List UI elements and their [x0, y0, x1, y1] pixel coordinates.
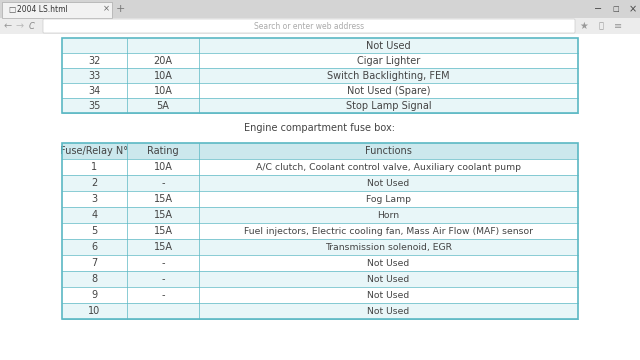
Text: 10A: 10A	[154, 162, 172, 172]
Text: 3: 3	[92, 194, 97, 204]
Text: 8: 8	[92, 274, 97, 284]
Bar	[62, 143, 578, 159]
Text: 10: 10	[88, 306, 100, 316]
Text: -: -	[161, 274, 164, 284]
Text: ⛶: ⛶	[598, 22, 604, 31]
Text: 34: 34	[88, 86, 100, 95]
Text: □: □	[8, 5, 15, 14]
Text: □: □	[612, 6, 620, 12]
Text: 10A: 10A	[154, 71, 172, 81]
Text: -: -	[161, 290, 164, 300]
FancyBboxPatch shape	[43, 19, 575, 33]
Text: 20A: 20A	[154, 55, 173, 66]
Text: →: →	[16, 21, 24, 31]
Text: +: +	[115, 4, 125, 14]
Text: −: −	[594, 4, 602, 14]
Bar	[62, 83, 578, 98]
Bar	[62, 191, 578, 207]
Text: 15A: 15A	[154, 226, 173, 236]
Bar	[62, 255, 578, 271]
Bar	[62, 303, 578, 319]
Text: 5: 5	[92, 226, 98, 236]
Bar	[0, 0, 640, 18]
Text: 32: 32	[88, 55, 100, 66]
Text: Not Used: Not Used	[367, 258, 410, 267]
Bar	[62, 53, 578, 68]
Text: Not Used (Spare): Not Used (Spare)	[347, 86, 430, 95]
Text: Transmission solenoid, EGR: Transmission solenoid, EGR	[325, 243, 452, 252]
Text: 15A: 15A	[154, 194, 173, 204]
Text: Not Used: Not Used	[366, 41, 411, 50]
Text: Fuse/Relay N°: Fuse/Relay N°	[61, 146, 129, 156]
Text: A/C clutch, Coolant control valve, Auxiliary coolant pump: A/C clutch, Coolant control valve, Auxil…	[256, 162, 521, 171]
Text: 2: 2	[92, 178, 98, 188]
Text: Not Used: Not Used	[367, 291, 410, 300]
Bar	[62, 159, 578, 175]
Bar	[62, 68, 578, 83]
Text: Not Used: Not Used	[367, 306, 410, 315]
Text: ×: ×	[102, 5, 109, 14]
Bar	[62, 143, 578, 319]
Text: Search or enter web address: Search or enter web address	[254, 22, 364, 31]
Text: Not Used: Not Used	[367, 179, 410, 188]
Text: 4: 4	[92, 210, 97, 220]
Text: ×: ×	[629, 4, 637, 14]
Text: -: -	[161, 178, 164, 188]
Text: 1: 1	[92, 162, 97, 172]
Text: Horn: Horn	[378, 211, 399, 220]
Text: Functions: Functions	[365, 146, 412, 156]
Text: Not Used: Not Used	[367, 274, 410, 284]
Text: Cigar Lighter: Cigar Lighter	[357, 55, 420, 66]
Text: -: -	[161, 258, 164, 268]
Text: Engine compartment fuse box:: Engine compartment fuse box:	[244, 123, 396, 133]
Text: 6: 6	[92, 242, 97, 252]
Bar	[62, 175, 578, 191]
Text: 2004 LS.html: 2004 LS.html	[17, 5, 68, 14]
Bar	[62, 38, 578, 113]
Bar	[62, 98, 578, 113]
Text: Stop Lamp Signal: Stop Lamp Signal	[346, 100, 431, 111]
Text: ≡: ≡	[614, 21, 622, 31]
Text: 5A: 5A	[157, 100, 170, 111]
Bar	[62, 287, 578, 303]
Text: ←: ←	[4, 21, 12, 31]
Text: 7: 7	[92, 258, 98, 268]
Bar	[2, 2, 112, 18]
Text: Fog Lamp: Fog Lamp	[366, 194, 411, 203]
Text: 9: 9	[92, 290, 97, 300]
Text: C: C	[29, 22, 35, 31]
Bar	[62, 223, 578, 239]
Text: Switch Backlighting, FEM: Switch Backlighting, FEM	[327, 71, 450, 81]
Text: 15A: 15A	[154, 242, 173, 252]
Text: Fuel injectors, Electric cooling fan, Mass Air Flow (MAF) sensor: Fuel injectors, Electric cooling fan, Ma…	[244, 226, 533, 235]
Text: 35: 35	[88, 100, 100, 111]
Text: 33: 33	[88, 71, 100, 81]
Text: ★: ★	[580, 21, 588, 31]
Bar	[0, 18, 640, 34]
Text: 15A: 15A	[154, 210, 173, 220]
Bar	[62, 38, 578, 53]
Bar	[62, 271, 578, 287]
Text: Rating: Rating	[147, 146, 179, 156]
Bar	[62, 207, 578, 223]
Text: 10A: 10A	[154, 86, 172, 95]
Bar	[62, 239, 578, 255]
